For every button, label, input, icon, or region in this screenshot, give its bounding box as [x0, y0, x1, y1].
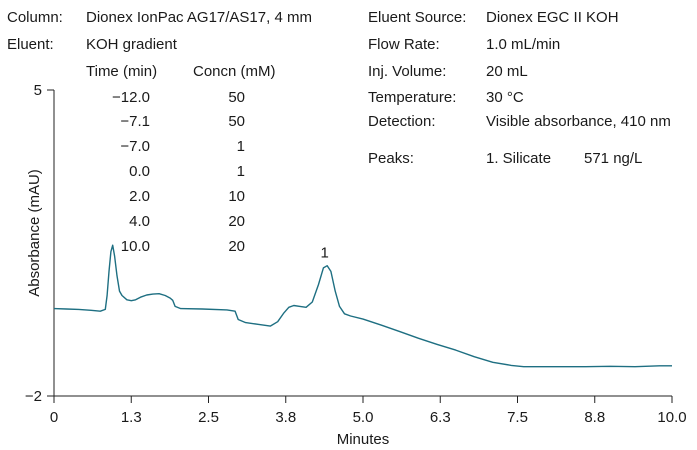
peak-name: 1. Silicate	[486, 150, 552, 167]
gradient-concn: 20	[228, 213, 245, 230]
x-tick-label: 0	[50, 409, 58, 426]
condition-label: Temperature:	[368, 89, 457, 106]
gradient-time: 10.0	[120, 238, 150, 255]
condition-value: 30 °C	[486, 89, 524, 106]
x-tick-label: 6.3	[430, 409, 451, 426]
x-tick-label: 8.8	[584, 409, 605, 426]
eluent-value: KOH gradient	[86, 36, 177, 53]
x-tick-label: 5.0	[353, 409, 374, 426]
y-tick-label: −2	[25, 388, 42, 405]
gradient-time: 2.0	[129, 188, 150, 205]
gradient-concn: 50	[228, 89, 245, 106]
gradient-concn: 10	[228, 188, 245, 205]
condition-value: 1.0 mL/min	[486, 36, 561, 53]
gradient-time: −12.0	[112, 89, 150, 106]
condition-label: Flow Rate:	[368, 36, 440, 53]
gradient-time: 4.0	[129, 213, 150, 230]
gradient-header-concn: Concn (mM)	[193, 63, 276, 80]
condition-value: 20 mL	[486, 63, 528, 80]
condition-value: Dionex EGC II KOH	[486, 9, 619, 26]
gradient-concn: 20	[228, 238, 245, 255]
gradient-concn: 1	[236, 163, 245, 180]
x-tick-label: 7.5	[507, 409, 528, 426]
x-tick-label: 2.5	[198, 409, 219, 426]
y-axis-title: Absorbance (mAU)	[26, 169, 43, 297]
x-tick-label: 3.8	[275, 409, 296, 426]
column-value: Dionex IonPac AG17/AS17, 4 mm	[86, 9, 312, 26]
gradient-concn: 1	[236, 138, 245, 155]
gradient-time: −7.0	[120, 138, 150, 155]
condition-label: Detection:	[368, 113, 436, 130]
x-tick-label: 1.3	[121, 409, 142, 426]
peak-label: 1	[321, 245, 329, 262]
y-tick-label: 5	[34, 82, 42, 99]
x-axis-title: Minutes	[337, 431, 390, 448]
gradient-time: −7.1	[120, 113, 150, 130]
x-tick-label: 10.0	[657, 409, 686, 426]
peaks-label: Peaks:	[368, 150, 414, 167]
condition-label: Eluent Source:	[368, 9, 467, 26]
peak-amount: 571 ng/L	[584, 150, 643, 167]
eluent-label: Eluent:	[7, 36, 54, 53]
column-label: Column:	[7, 9, 63, 26]
chromatogram-trace	[53, 244, 672, 368]
condition-label: Inj. Volume:	[368, 63, 447, 80]
gradient-time: 0.0	[129, 163, 150, 180]
gradient-concn: 50	[228, 113, 245, 130]
condition-value: Visible absorbance, 410 nm	[486, 113, 671, 130]
gradient-header-time: Time (min)	[86, 63, 158, 80]
